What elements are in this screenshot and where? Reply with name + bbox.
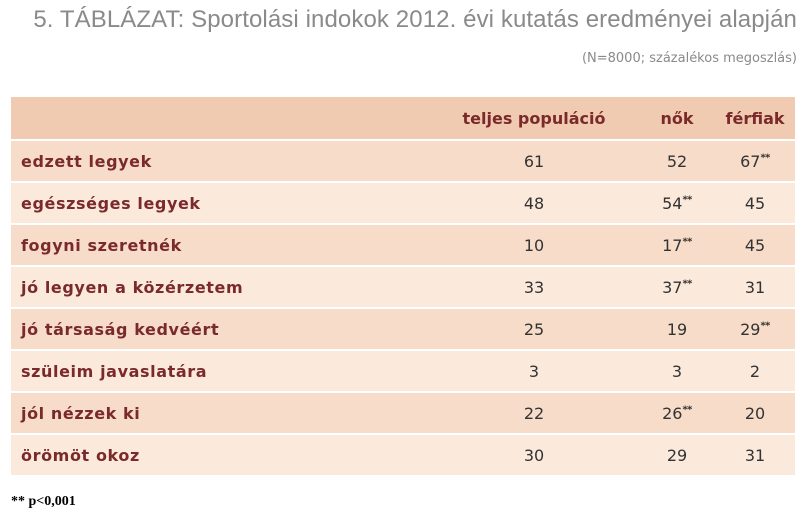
table-row: edzett legyek 61 52 67** (11, 141, 795, 183)
cell-men: 2 (749, 361, 761, 381)
cell-men: 45 (744, 193, 766, 213)
table-header-row: teljes populáció nők férfiak (11, 97, 795, 141)
row-label: egészséges legyek (21, 193, 201, 213)
table-title: 5. TÁBLÁZAT: Sportolási indokok 2012. év… (33, 6, 797, 33)
cell-women: 37** (662, 277, 692, 297)
column-header-men: férfiak (725, 108, 785, 128)
row-label: jó legyen a közérzetem (21, 277, 244, 297)
cell-total: 10 (523, 235, 545, 255)
table-row: jó legyen a közérzetem 33 37** 31 (11, 267, 795, 309)
significance-mark: ** (760, 320, 770, 332)
cell-total: 61 (523, 151, 545, 171)
column-header-women: nők (660, 108, 694, 128)
table-row: jó társaság kedvéért 25 19 29** (11, 309, 795, 351)
table-row: szüleim javaslatára 3 3 2 (11, 351, 795, 393)
cell-total: 25 (523, 319, 545, 339)
significance-footnote: ** p<0,001 (11, 494, 76, 509)
cell-men: 29** (740, 319, 770, 339)
cell-women: 29 (666, 445, 688, 465)
cell-men: 20 (744, 403, 766, 423)
cell-total: 48 (523, 193, 545, 213)
significance-mark: ** (682, 194, 692, 206)
cell-total: 22 (523, 403, 545, 423)
significance-mark: ** (682, 404, 692, 416)
table-subtitle: (N=8000; százalékos megoszlás) (581, 51, 797, 66)
cell-men: 31 (744, 445, 766, 465)
table-row: jól nézzek ki 22 26** 20 (11, 393, 795, 435)
row-label: edzett legyek (21, 151, 152, 171)
table-row: fogyni szeretnék 10 17** 45 (11, 225, 795, 267)
table-row: örömöt okoz 30 29 31 (11, 435, 795, 477)
significance-mark: ** (760, 152, 770, 164)
table-row: egészséges legyek 48 54** 45 (11, 183, 795, 225)
cell-total: 33 (523, 277, 545, 297)
cell-men: 45 (744, 235, 766, 255)
significance-mark: ** (682, 278, 692, 290)
cell-women: 52 (666, 151, 688, 171)
cell-women: 19 (666, 319, 688, 339)
cell-men: 31 (744, 277, 766, 297)
cell-women: 54** (662, 193, 692, 213)
cell-women: 3 (671, 361, 683, 381)
column-header-total: teljes populáció (462, 108, 606, 128)
row-label: fogyni szeretnék (21, 235, 182, 255)
cell-total: 3 (528, 361, 540, 381)
significance-mark: ** (682, 236, 692, 248)
row-label: örömöt okoz (21, 445, 140, 465)
cell-men: 67** (740, 151, 770, 171)
cell-women: 26** (662, 403, 692, 423)
row-label: jól nézzek ki (21, 403, 141, 423)
cell-women: 17** (662, 235, 692, 255)
row-label: szüleim javaslatára (21, 361, 208, 381)
cell-total: 30 (523, 445, 545, 465)
data-table: teljes populáció nők férfiak edzett legy… (11, 97, 795, 477)
row-label: jó társaság kedvéért (21, 319, 220, 339)
